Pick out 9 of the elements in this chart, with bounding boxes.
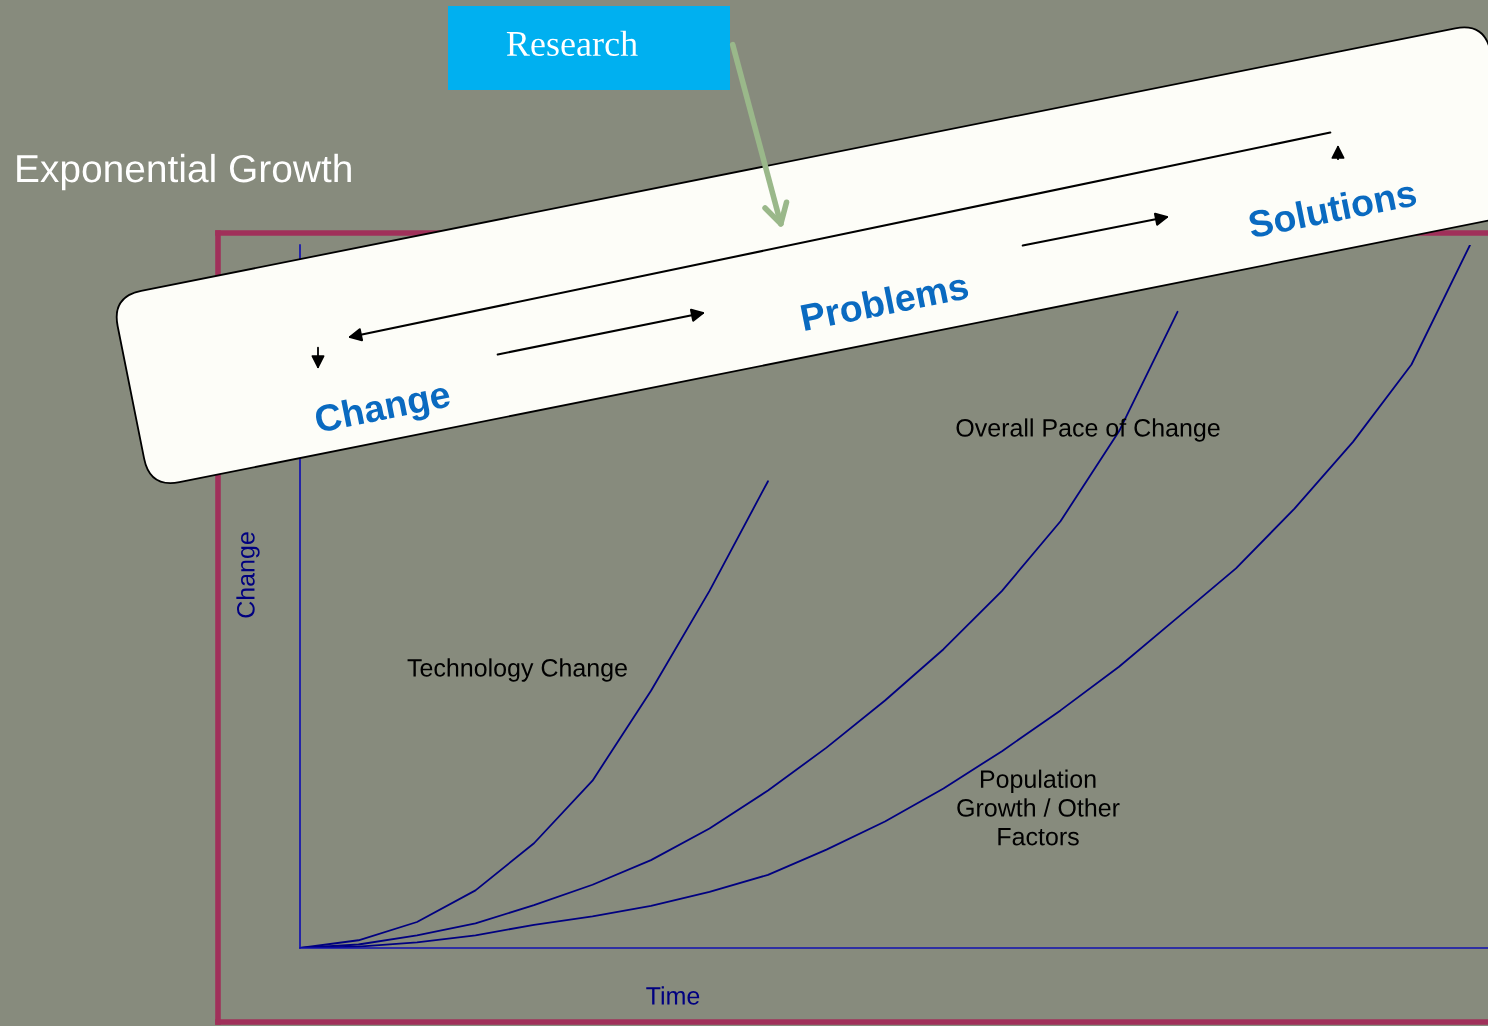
- series-label: Population Growth / Other Factors: [957, 769, 1120, 846]
- text: Solutions: [1246, 178, 1418, 239]
- text: Research: [506, 30, 638, 57]
- series-label: Technology Change: [407, 658, 627, 682]
- annotation: Change: [313, 379, 453, 441]
- x-axis-title: Time: [646, 986, 700, 1005]
- chart-title: Exponential Growth: [17, 153, 351, 191]
- y-axis-title: Change: [236, 532, 260, 618]
- annotation: Problems: [800, 271, 970, 332]
